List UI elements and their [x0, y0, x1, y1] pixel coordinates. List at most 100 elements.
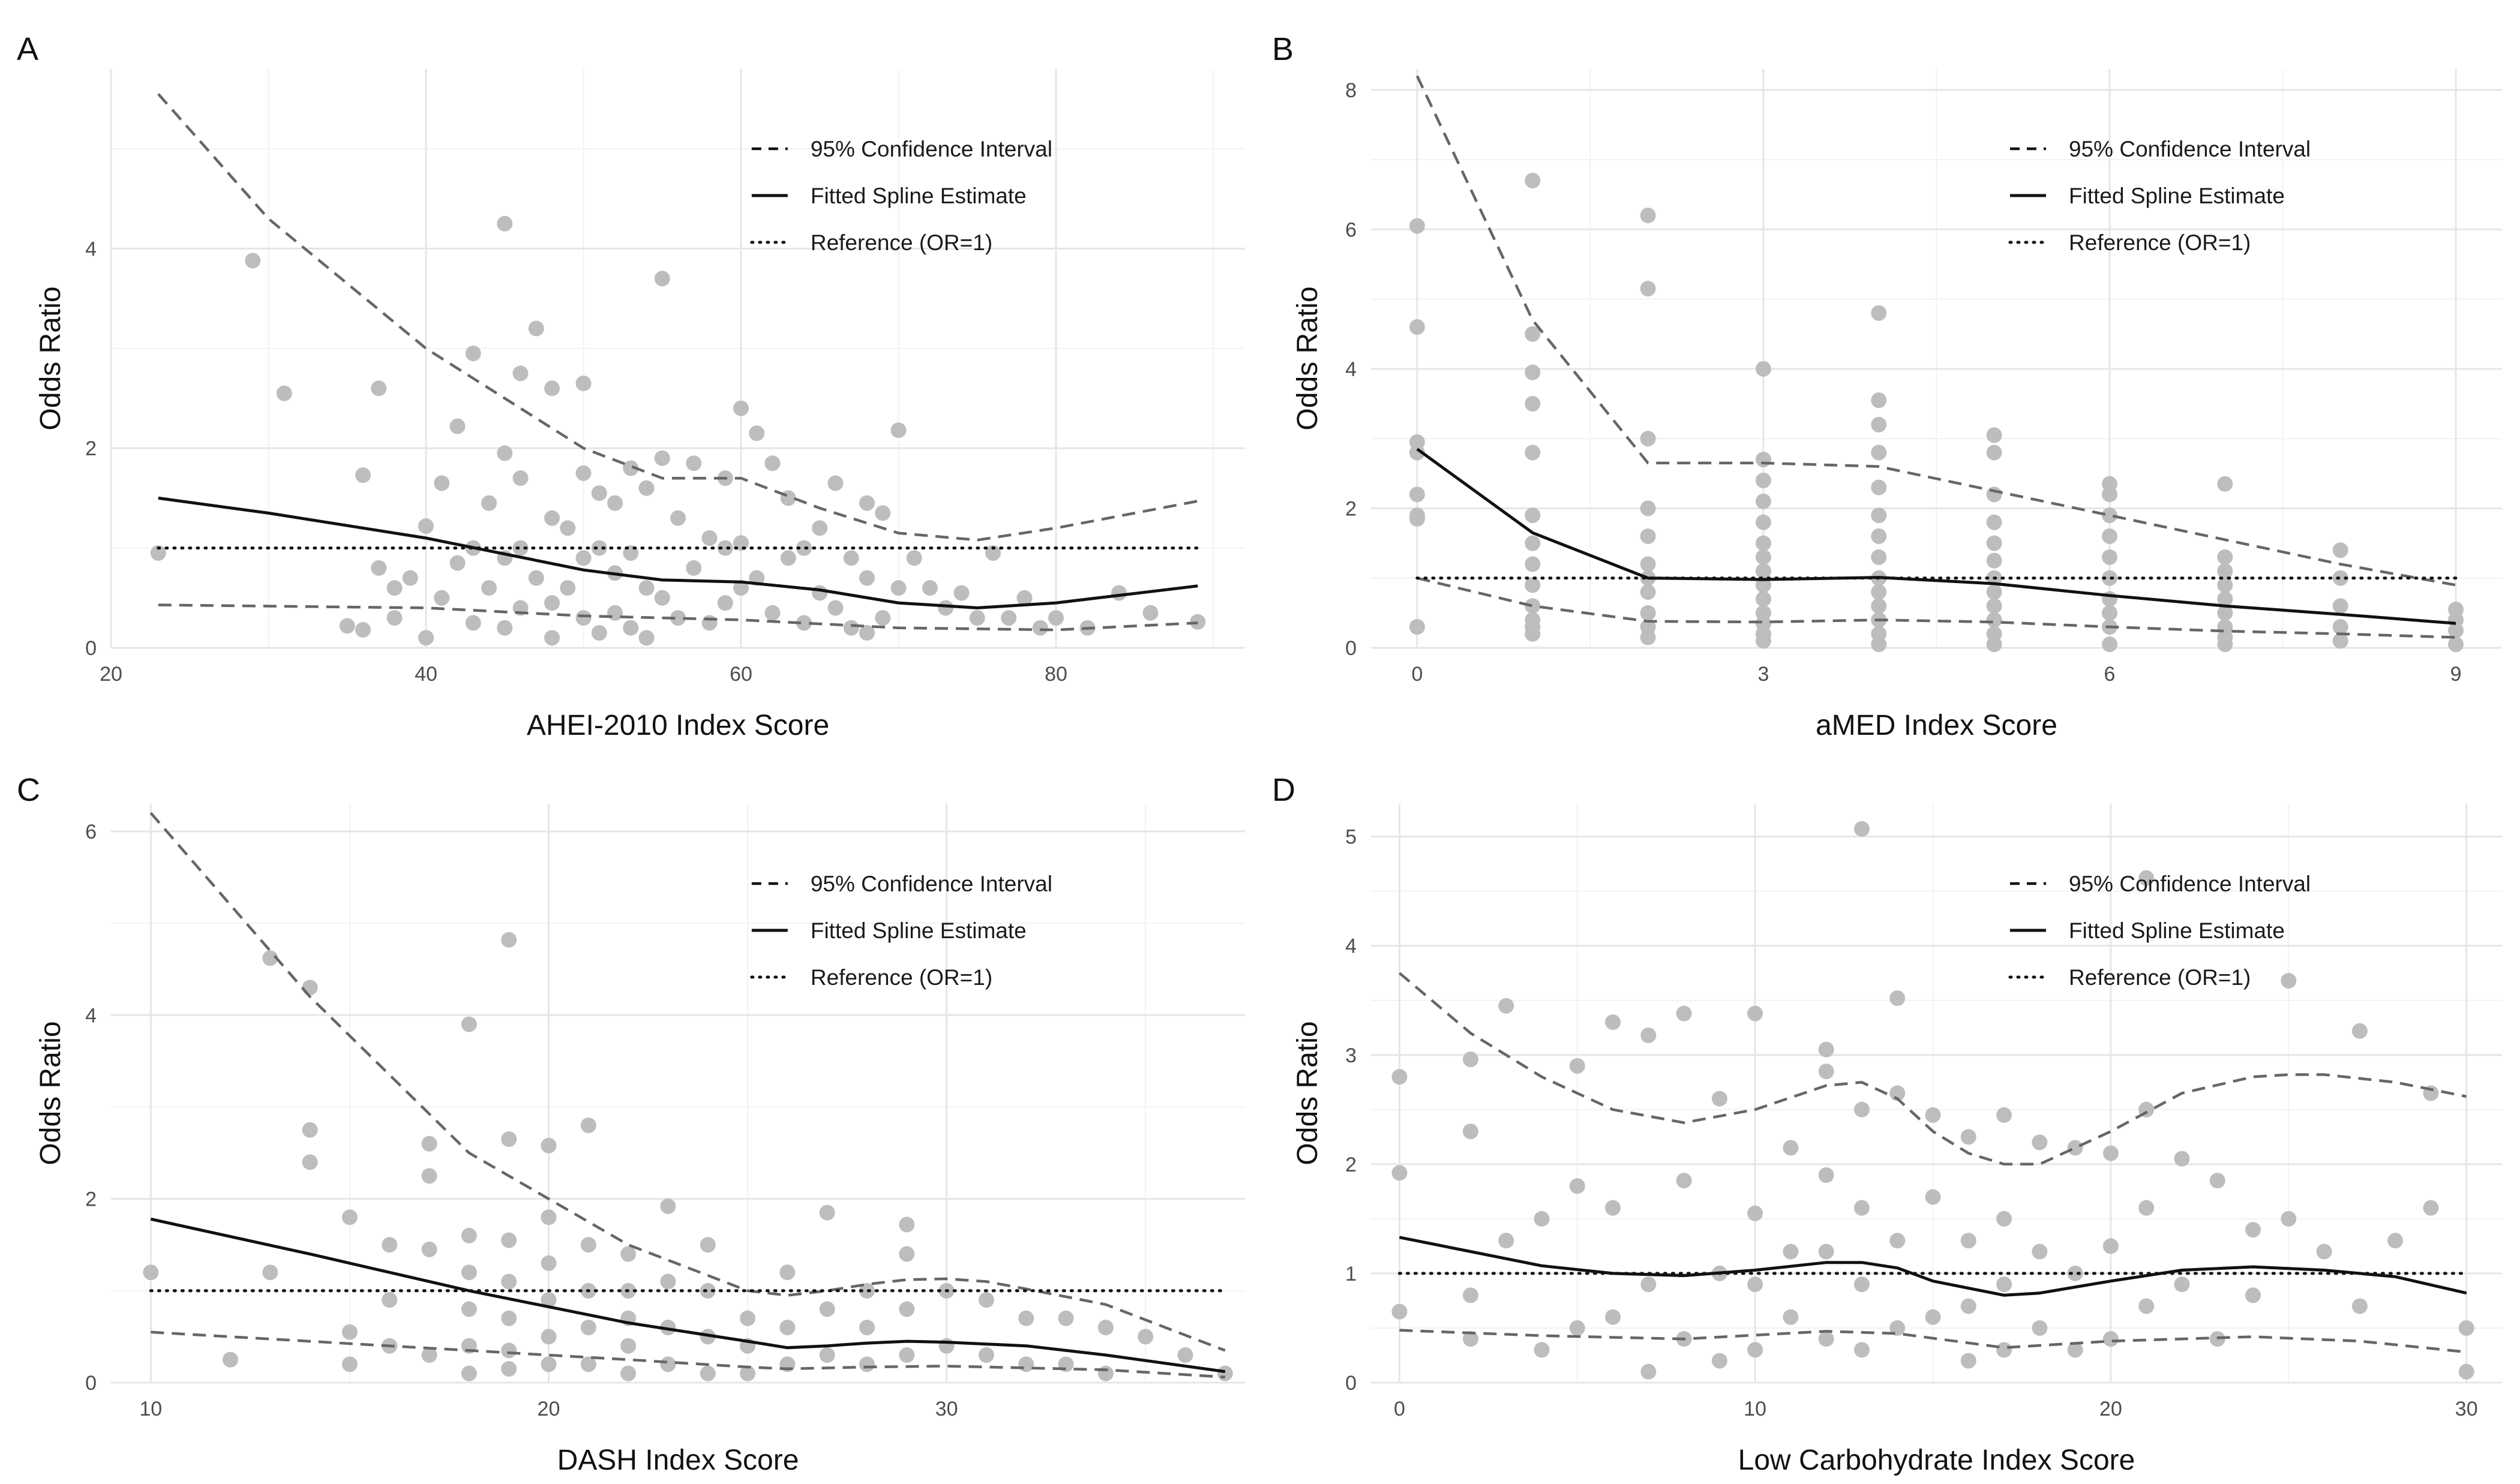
data-point	[1409, 619, 1425, 635]
data-point	[2448, 636, 2464, 653]
series-line-dashed	[1417, 576, 2456, 639]
data-point	[2067, 1342, 2083, 1358]
data-point	[1048, 610, 1064, 626]
data-point	[2351, 1298, 2368, 1314]
data-point	[341, 1324, 358, 1340]
data-point	[371, 560, 387, 576]
data-point	[1111, 585, 1127, 601]
data-point	[276, 385, 292, 401]
legend: 95% Confidence Interval Fitted Spline Est…	[2008, 872, 2311, 990]
series-line-dashed	[1415, 75, 2456, 587]
series-line-dashed	[1398, 972, 2467, 1166]
data-point	[1640, 500, 1656, 516]
data-point	[1986, 444, 2002, 461]
data-point	[2102, 507, 2118, 524]
data-point	[1996, 1107, 2012, 1123]
data-point	[1925, 1309, 1941, 1325]
data-point	[1871, 528, 1887, 544]
y-axis-title: Odds Ratio	[35, 286, 67, 430]
y-tick-label: 0	[85, 1372, 97, 1395]
data-point	[302, 1122, 318, 1138]
data-point	[2032, 1243, 2048, 1260]
y-axis-title: Odds Ratio	[35, 1021, 67, 1165]
data-point	[1871, 392, 1887, 408]
data-point	[969, 610, 985, 626]
data-point	[2102, 1238, 2119, 1254]
scatter-points	[143, 932, 1233, 1381]
grid	[1371, 69, 2502, 649]
data-point	[623, 460, 639, 476]
legend: 95% Confidence Interval Fitted Spline Est…	[750, 137, 1052, 255]
data-point	[501, 1273, 517, 1290]
data-point	[1818, 1064, 1834, 1080]
data-point	[1871, 636, 1887, 653]
data-point	[481, 580, 497, 596]
data-point	[528, 320, 544, 337]
data-point	[620, 1338, 637, 1354]
data-point	[899, 1246, 915, 1262]
data-point	[421, 1347, 437, 1363]
data-point	[481, 495, 497, 511]
data-point	[1462, 1287, 1478, 1303]
data-point	[1986, 598, 2002, 614]
data-point	[1871, 598, 1887, 614]
data-point	[1871, 507, 1887, 524]
data-point	[1747, 1342, 1763, 1358]
data-point	[819, 1301, 835, 1317]
data-point	[2423, 1200, 2439, 1216]
data-point	[2102, 528, 2118, 544]
grid	[1371, 804, 2502, 1384]
data-point	[371, 380, 387, 396]
data-point	[2102, 549, 2118, 565]
data-point	[544, 630, 560, 646]
data-point	[512, 470, 529, 486]
data-point	[2245, 1222, 2261, 1238]
data-point	[2351, 1023, 2368, 1039]
data-point	[575, 610, 592, 626]
data-point	[1409, 486, 1425, 503]
data-point	[541, 1329, 557, 1345]
y-tick-label: 2	[1345, 497, 1357, 520]
data-point	[1986, 552, 2002, 569]
data-point	[1783, 1309, 1799, 1325]
data-point	[461, 1301, 477, 1317]
data-point	[859, 570, 875, 586]
data-point	[978, 1292, 994, 1308]
data-point	[2217, 636, 2233, 653]
data-point	[1640, 584, 1656, 600]
data-point	[1960, 1353, 1976, 1369]
y-axis-title: Odds Ratio	[1292, 1021, 1324, 1165]
data-point	[843, 620, 859, 636]
data-point	[890, 580, 907, 596]
legend-label: Reference (OR=1)	[2069, 965, 2251, 990]
x-tick-label: 40	[415, 663, 437, 686]
data-point	[1525, 364, 1541, 380]
x-tick-label: 0	[1411, 663, 1423, 686]
x-axis-title: AHEI-2010 Index Score	[527, 710, 829, 741]
data-point	[1986, 514, 2002, 530]
y-tick-label: 0	[1345, 637, 1357, 660]
legend-label: Fitted Spline Estimate	[2069, 918, 2285, 943]
data-point	[2102, 1331, 2119, 1347]
data-point	[2102, 605, 2118, 621]
data-point	[2458, 1320, 2474, 1336]
data-point	[2217, 549, 2233, 565]
x-tick-label: 10	[1744, 1398, 1766, 1420]
data-point	[1391, 1303, 1408, 1320]
data-point	[1640, 431, 1656, 447]
data-point	[501, 1361, 517, 1377]
data-point	[2209, 1173, 2225, 1189]
data-point	[1016, 590, 1033, 606]
series-line-solid	[1416, 447, 2456, 625]
data-point	[2032, 1134, 2048, 1150]
x-tick-label: 20	[538, 1398, 560, 1420]
panel-letter: D	[1272, 772, 1295, 808]
data-point	[1711, 1353, 1727, 1369]
data-point	[465, 615, 481, 631]
data-point	[1569, 1320, 1585, 1336]
data-point	[1925, 1107, 1941, 1123]
series-line-dashed	[1399, 1329, 2467, 1354]
y-tick-label: 4	[85, 238, 97, 260]
data-point	[1525, 444, 1541, 461]
